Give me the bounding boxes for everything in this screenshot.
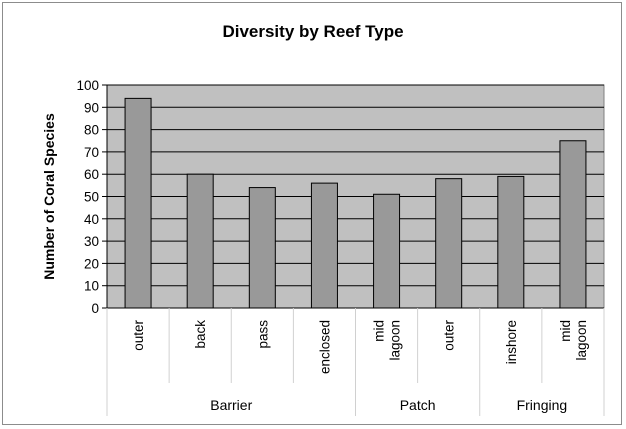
y-tick-label: 80 [84, 123, 99, 138]
y-tick-label: 30 [84, 234, 99, 249]
group-label: Barrier [210, 397, 252, 413]
bar [248, 187, 276, 309]
bar [497, 175, 525, 309]
bar [559, 140, 587, 309]
x-tick-label: enclosed [317, 320, 332, 374]
group-label: Fringing [517, 397, 568, 413]
bar [373, 193, 401, 309]
y-tick-label: 50 [84, 190, 99, 205]
bar [310, 182, 338, 309]
x-tick-label: inshore [504, 320, 519, 364]
x-tick-label: midlagoon [558, 320, 589, 361]
x-tick-label: back [193, 320, 208, 349]
x-tick-label: pass [255, 320, 270, 349]
y-tick-label: 20 [84, 256, 99, 271]
bar [186, 173, 214, 309]
y-tick-label: 0 [91, 301, 99, 316]
chart-title: Diversity by Reef Type [222, 22, 404, 41]
y-tick-label: 70 [84, 145, 99, 160]
y-axis: 0 10 20 30 40 50 60 70 80 90 100 [76, 78, 108, 316]
y-axis-label: Number of Coral Species [41, 113, 57, 280]
bar [435, 178, 463, 309]
y-tick-label: 60 [84, 167, 99, 182]
x-axis: outer back pass enclosed midlagoon outer insho… [106, 307, 605, 416]
x-tick-label: outer [442, 320, 457, 351]
bar [124, 97, 152, 309]
y-tick-label: 10 [84, 279, 99, 294]
x-tick-label: midlagoon [372, 320, 403, 361]
y-tick-label: 40 [84, 212, 99, 227]
x-tick-label: outer [131, 320, 146, 351]
y-tick-label: 90 [84, 100, 99, 115]
bars [124, 97, 587, 309]
y-tick-label: 100 [76, 78, 99, 93]
group-label: Patch [400, 397, 436, 413]
